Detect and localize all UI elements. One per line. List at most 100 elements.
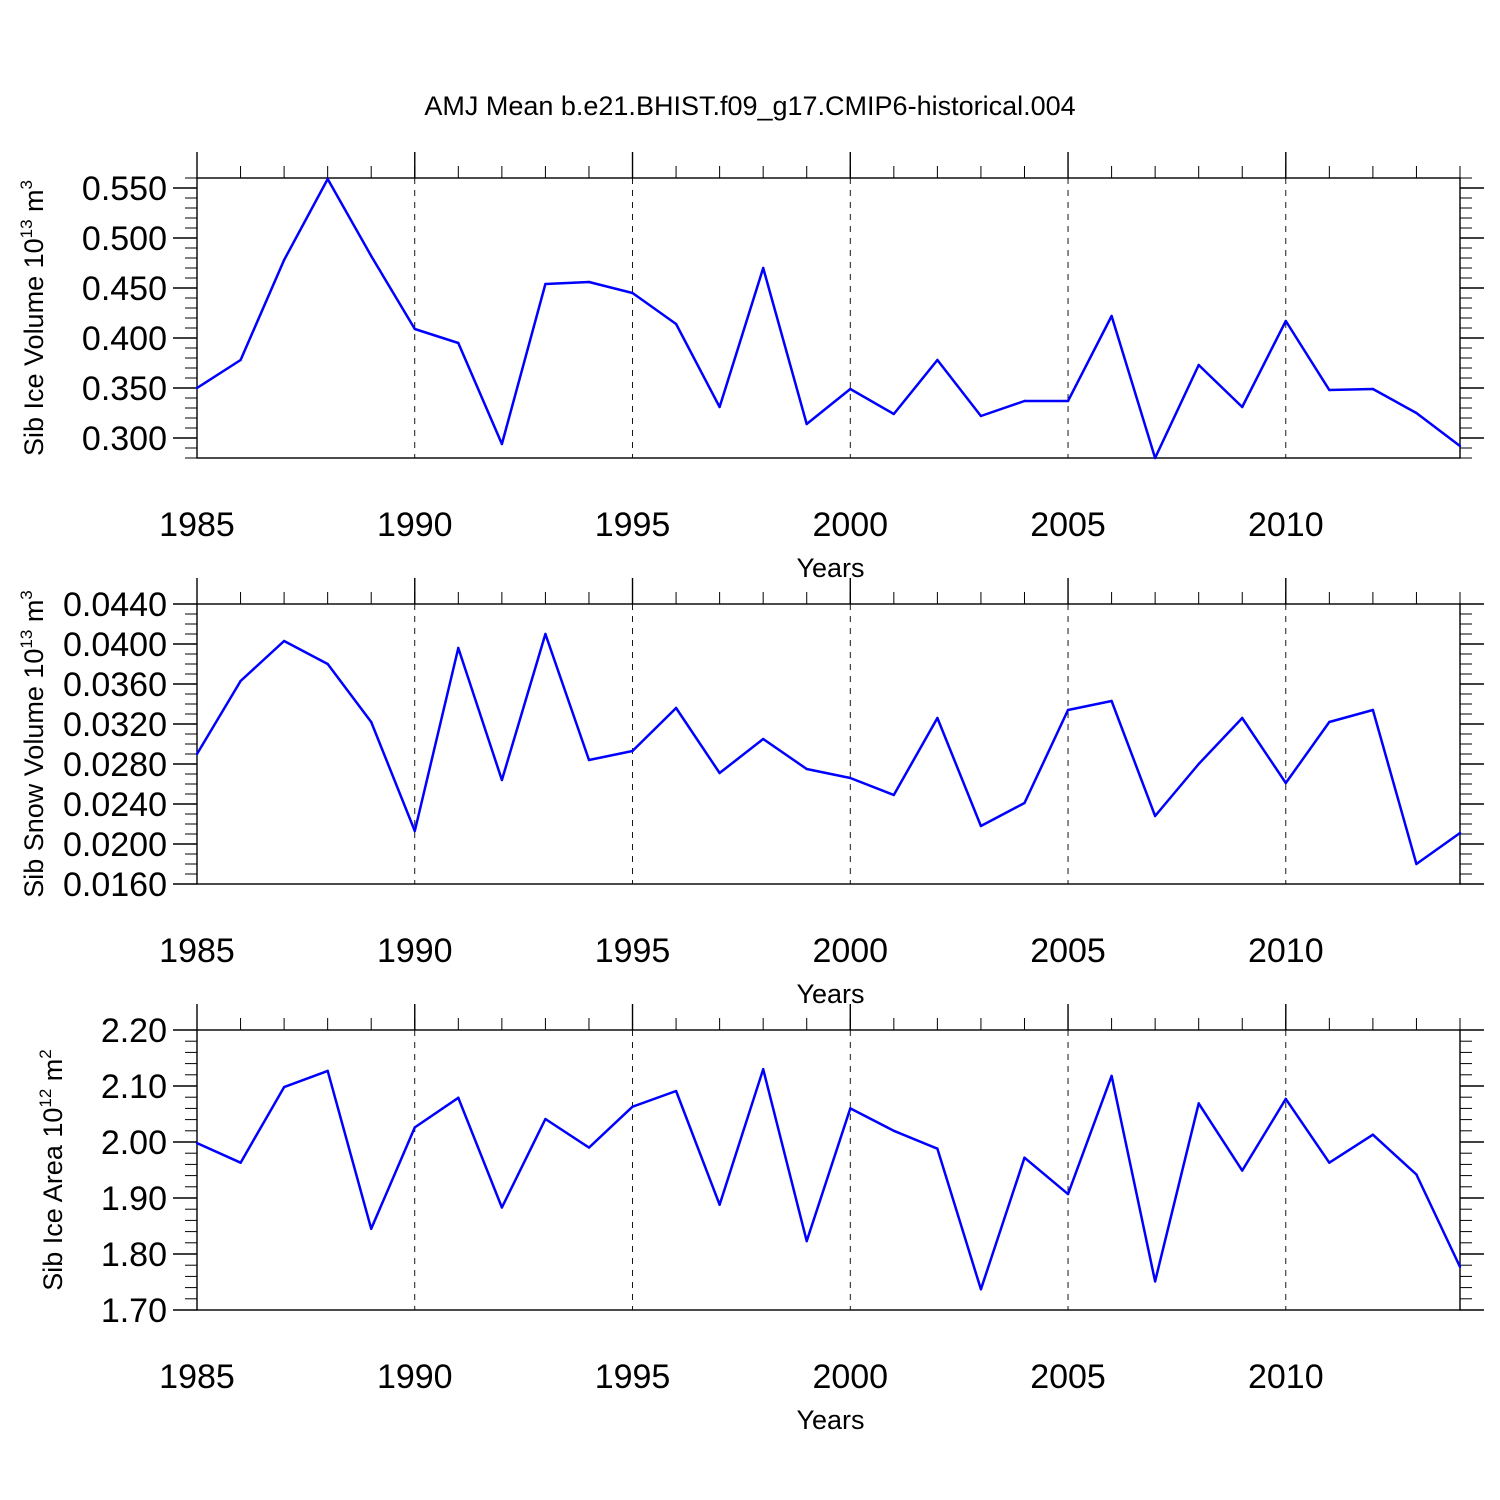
y-tick-label: 0.0240 xyxy=(63,786,167,824)
y-label-unit-exponent: 3 xyxy=(17,590,36,599)
data-point xyxy=(500,778,504,782)
data-point xyxy=(544,1117,547,1121)
data-point xyxy=(1328,720,1331,724)
x-tick-label: 2000 xyxy=(812,1358,888,1396)
data-point xyxy=(892,1129,896,1133)
y-tick-label: 0.0280 xyxy=(63,746,167,784)
x-tick-label: 2010 xyxy=(1248,506,1324,544)
data-point xyxy=(1284,781,1287,785)
x-tick-label: 1990 xyxy=(377,932,453,970)
x-tick-label: 1990 xyxy=(377,1358,453,1396)
data-point xyxy=(1153,814,1157,818)
data-point xyxy=(1066,399,1070,403)
data-point xyxy=(1153,1280,1157,1283)
data-point xyxy=(457,341,460,345)
y-tick-label: 0.0360 xyxy=(63,666,167,704)
y-tick-label: 0.0400 xyxy=(63,626,167,664)
data-point xyxy=(500,442,504,446)
data-point xyxy=(282,258,286,262)
y-tick-label: 1.80 xyxy=(101,1236,167,1274)
data-point xyxy=(370,254,373,258)
x-tick-label: 1995 xyxy=(595,506,671,544)
data-point xyxy=(805,767,808,771)
data-point xyxy=(631,291,634,295)
x-tick-label: 1995 xyxy=(595,932,671,970)
data-point xyxy=(674,706,678,710)
data-point xyxy=(413,327,416,331)
data-point xyxy=(1197,363,1200,367)
chart-panel-1: 0.300 0.350 0.400 0.450 0.500 0.550 1985 1990 19… xyxy=(17,152,1484,583)
data-point xyxy=(587,280,591,284)
y-label-main: Sib Ice Area 10 xyxy=(38,1108,68,1291)
data-point xyxy=(718,1203,721,1206)
data-point xyxy=(1371,1133,1375,1136)
data-point xyxy=(631,749,634,753)
y-tick-label: 1.90 xyxy=(101,1180,167,1218)
y-label-main: Sib Ice Volume 10 xyxy=(19,238,49,456)
data-point xyxy=(326,662,329,666)
y-label-unit: m xyxy=(19,600,49,630)
data-point xyxy=(1328,388,1331,392)
data-point xyxy=(587,1146,591,1149)
y-tick-label: 0.0200 xyxy=(63,826,167,864)
data-point xyxy=(239,679,242,683)
data-point xyxy=(1153,456,1157,460)
data-point xyxy=(1241,716,1244,720)
data-point xyxy=(587,758,591,762)
y-label-exponent: 13 xyxy=(17,219,36,238)
x-axis-label: Years xyxy=(796,553,864,583)
data-point xyxy=(674,1089,678,1093)
data-point xyxy=(849,387,852,391)
x-axis-label: Years xyxy=(796,979,864,1009)
data-point xyxy=(1066,1192,1070,1196)
data-point xyxy=(936,1147,939,1150)
data-point xyxy=(544,632,547,636)
x-tick-label: 2010 xyxy=(1248,1358,1324,1396)
y-tick-label: 1.70 xyxy=(101,1292,167,1330)
series-line xyxy=(196,177,1461,460)
data-point xyxy=(1328,1161,1331,1164)
data-point xyxy=(805,1239,808,1243)
data-point xyxy=(1371,387,1375,391)
x-tick-label: 1995 xyxy=(595,1358,671,1396)
y-tick-label: 0.0440 xyxy=(63,586,167,624)
data-point xyxy=(718,405,721,409)
data-point xyxy=(718,771,721,775)
data-point xyxy=(457,646,460,650)
chart-panel-2: 0.01600.02000.02400.02800.03200.03600.04… xyxy=(17,578,1484,1009)
series-line xyxy=(195,632,1461,866)
plot-frame xyxy=(196,1029,1461,1311)
plot-frame xyxy=(196,603,1461,885)
figure-title: AMJ Mean b.e21.BHIST.f09_g17.CMIP6-histo… xyxy=(424,91,1075,121)
x-tick-label: 2005 xyxy=(1030,506,1106,544)
data-point xyxy=(1241,1169,1244,1172)
data-point xyxy=(979,1288,983,1291)
data-point xyxy=(1284,319,1287,323)
data-point xyxy=(761,737,765,741)
data-point xyxy=(239,1161,242,1164)
x-tick-label: 2000 xyxy=(812,932,888,970)
data-point xyxy=(195,752,199,756)
data-point xyxy=(1371,708,1375,712)
y-axis-label: Sib Ice Area 1012 m2 xyxy=(36,1049,68,1291)
data-point xyxy=(674,322,678,326)
data-point xyxy=(1197,762,1200,766)
data-point xyxy=(936,716,939,720)
y-tick-label: 0.550 xyxy=(82,170,167,208)
y-tick-label: 2.10 xyxy=(101,1068,167,1106)
data-point xyxy=(413,829,416,833)
data-point xyxy=(1415,411,1418,415)
y-tick-label: 2.20 xyxy=(101,1012,167,1050)
data-point xyxy=(936,358,939,362)
data-point xyxy=(370,720,373,724)
data-point xyxy=(1458,444,1462,448)
data-point xyxy=(892,793,896,797)
data-point xyxy=(1284,1097,1287,1101)
y-label-unit-exponent: 2 xyxy=(36,1049,55,1058)
data-point xyxy=(1458,1265,1462,1269)
y-label-unit-exponent: 3 xyxy=(17,180,36,189)
data-point xyxy=(761,1068,765,1071)
data-point xyxy=(544,282,547,286)
y-label-exponent: 12 xyxy=(36,1089,55,1108)
series-line xyxy=(196,1067,1462,1291)
